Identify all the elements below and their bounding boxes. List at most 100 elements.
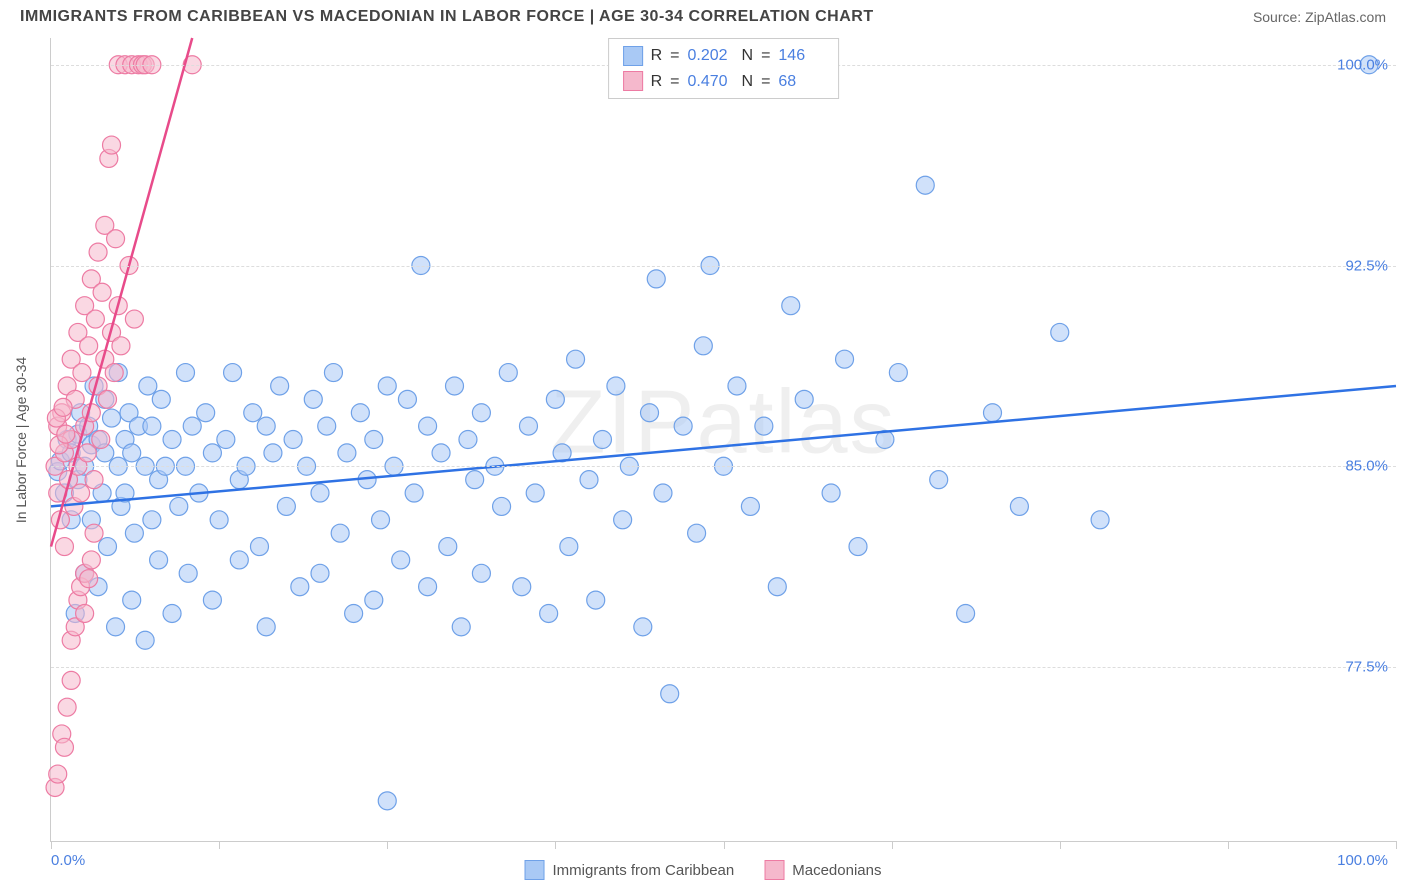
legend-swatch xyxy=(623,46,643,66)
stat-r: 0.202 xyxy=(688,43,734,69)
x-tick xyxy=(1396,841,1397,849)
data-point xyxy=(143,511,161,529)
data-point xyxy=(112,337,130,355)
data-point xyxy=(688,524,706,542)
data-point xyxy=(136,631,154,649)
data-point xyxy=(694,337,712,355)
data-point xyxy=(150,551,168,569)
data-point xyxy=(513,578,531,596)
data-point xyxy=(210,511,228,529)
chart-plot-area: In Labor Force | Age 30-34 ZIPatlas R= 0… xyxy=(50,38,1396,842)
data-point xyxy=(540,604,558,622)
data-point xyxy=(125,310,143,328)
x-tick xyxy=(555,841,556,849)
data-point xyxy=(277,497,295,515)
data-point xyxy=(647,270,665,288)
x-tick-label: 100.0% xyxy=(1337,852,1388,869)
data-point xyxy=(889,364,907,382)
data-point xyxy=(203,444,221,462)
data-point xyxy=(519,417,537,435)
data-point xyxy=(72,484,90,502)
data-point xyxy=(224,364,242,382)
stats-row: R= 0.470 N= 68 xyxy=(623,69,825,95)
data-point xyxy=(526,484,544,502)
data-point xyxy=(183,417,201,435)
bottom-legend: Immigrants from Caribbean Macedonians xyxy=(525,860,882,880)
x-tick xyxy=(387,841,388,849)
stat-n: 68 xyxy=(778,69,824,95)
data-point xyxy=(419,578,437,596)
data-point xyxy=(378,377,396,395)
data-point xyxy=(782,297,800,315)
data-point xyxy=(661,685,679,703)
data-point xyxy=(257,417,275,435)
data-point xyxy=(89,243,107,261)
data-point xyxy=(452,618,470,636)
data-point xyxy=(439,538,457,556)
data-point xyxy=(345,604,363,622)
data-point xyxy=(372,511,390,529)
stats-row: R= 0.202 N= 146 xyxy=(623,43,825,69)
data-point xyxy=(203,591,221,609)
data-point xyxy=(55,738,73,756)
data-point xyxy=(493,497,511,515)
data-point xyxy=(58,698,76,716)
data-point xyxy=(466,471,484,489)
data-point xyxy=(822,484,840,502)
data-point xyxy=(291,578,309,596)
data-point xyxy=(139,377,157,395)
data-point xyxy=(93,283,111,301)
data-point xyxy=(284,431,302,449)
data-point xyxy=(217,431,235,449)
data-point xyxy=(338,444,356,462)
legend-item: Immigrants from Caribbean xyxy=(525,860,735,880)
y-axis-label: In Labor Force | Age 30-34 xyxy=(13,356,29,522)
data-point xyxy=(271,377,289,395)
data-point xyxy=(755,417,773,435)
legend-label: Immigrants from Caribbean xyxy=(553,862,735,879)
gridline xyxy=(51,266,1396,267)
data-point xyxy=(795,390,813,408)
data-point xyxy=(107,618,125,636)
data-point xyxy=(392,551,410,569)
data-point xyxy=(98,390,116,408)
data-point xyxy=(546,390,564,408)
data-point xyxy=(85,524,103,542)
data-point xyxy=(78,444,96,462)
data-point xyxy=(567,350,585,368)
gridline xyxy=(51,667,1396,668)
data-point xyxy=(197,404,215,422)
stat-r: 0.470 xyxy=(688,69,734,95)
data-point xyxy=(472,404,490,422)
data-point xyxy=(641,404,659,422)
data-point xyxy=(86,310,104,328)
data-point xyxy=(85,471,103,489)
data-point xyxy=(244,404,262,422)
data-point xyxy=(593,431,611,449)
data-point xyxy=(728,377,746,395)
data-point xyxy=(163,604,181,622)
data-point xyxy=(311,484,329,502)
data-point xyxy=(419,417,437,435)
data-point xyxy=(55,538,73,556)
x-tick xyxy=(219,841,220,849)
data-point xyxy=(250,538,268,556)
data-point xyxy=(123,444,141,462)
y-tick-label: 92.5% xyxy=(1345,257,1388,274)
data-point xyxy=(92,431,110,449)
data-point xyxy=(432,444,450,462)
data-point xyxy=(57,425,75,443)
data-point xyxy=(103,409,121,427)
data-point xyxy=(499,364,517,382)
data-point xyxy=(257,618,275,636)
chart-header: IMMIGRANTS FROM CARIBBEAN VS MACEDONIAN … xyxy=(0,0,1406,30)
x-tick xyxy=(892,841,893,849)
data-point xyxy=(163,431,181,449)
data-point xyxy=(849,538,867,556)
data-point xyxy=(768,578,786,596)
data-point xyxy=(930,471,948,489)
data-point xyxy=(264,444,282,462)
data-point xyxy=(1010,497,1028,515)
data-point xyxy=(82,551,100,569)
data-point xyxy=(398,390,416,408)
